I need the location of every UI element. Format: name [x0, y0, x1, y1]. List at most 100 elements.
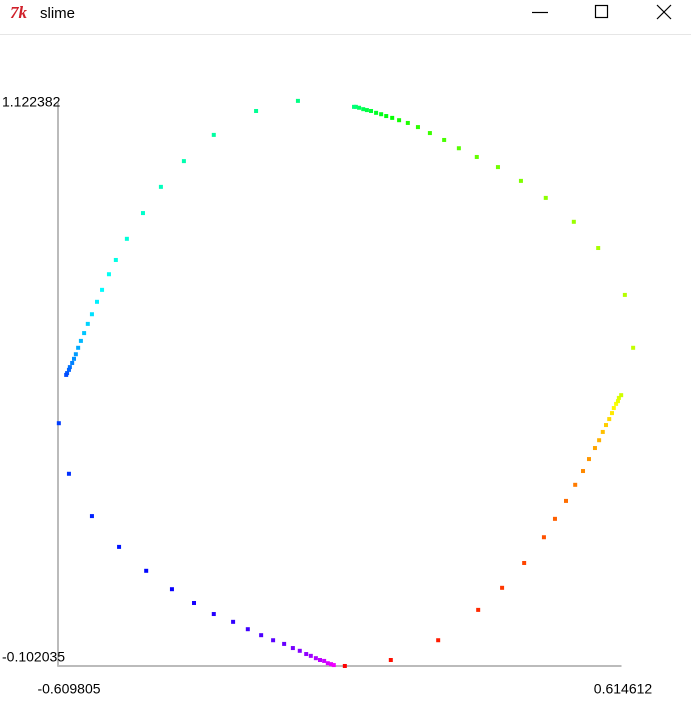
point: [169, 587, 174, 592]
point: [117, 544, 122, 549]
point: [622, 292, 627, 297]
point: [352, 104, 357, 109]
point: [397, 118, 402, 123]
point: [66, 471, 71, 476]
point: [100, 287, 105, 292]
point: [543, 195, 548, 200]
point: [297, 648, 302, 653]
point: [614, 401, 619, 406]
point: [597, 438, 602, 443]
point: [322, 658, 327, 663]
point: [124, 236, 129, 241]
close-button[interactable]: [656, 4, 672, 20]
point: [329, 662, 334, 667]
point: [76, 345, 81, 350]
point: [364, 108, 369, 113]
point: [94, 299, 99, 304]
point: [604, 423, 609, 428]
point: [211, 132, 216, 137]
point: [313, 656, 318, 661]
point: [405, 120, 410, 125]
point: [106, 272, 111, 277]
point: [571, 219, 576, 224]
point: [357, 105, 362, 110]
point: [325, 661, 330, 666]
title-bar: [0, 0, 691, 34]
point: [82, 331, 87, 336]
point: [552, 516, 557, 521]
point: [631, 345, 636, 350]
app-icon: 7k: [10, 3, 28, 22]
point: [415, 125, 420, 130]
point: [140, 211, 145, 216]
point: [442, 137, 447, 142]
window-title: slime: [40, 5, 75, 22]
point: [290, 646, 295, 651]
point: [369, 108, 374, 113]
point: [73, 352, 78, 357]
point: [495, 165, 500, 170]
point: [113, 257, 118, 262]
plot: -0.102035 1.122382 -0.609805 0.614612: [2, 94, 652, 697]
point: [581, 469, 586, 474]
point: [342, 663, 347, 668]
point: [271, 638, 276, 643]
point: [388, 658, 393, 663]
point: [436, 638, 441, 643]
point: [67, 365, 72, 370]
point: [331, 663, 336, 668]
point: [522, 560, 527, 565]
point: [89, 312, 94, 317]
point: [619, 393, 624, 398]
point: [72, 356, 77, 361]
point: [304, 652, 309, 657]
point: [66, 367, 71, 372]
point: [379, 112, 384, 117]
point: [592, 446, 597, 451]
point: [181, 159, 186, 164]
point: [64, 372, 69, 377]
y-tick-label: 1.122382: [2, 94, 61, 110]
point: [231, 619, 236, 624]
point: [245, 627, 250, 632]
point: [427, 131, 432, 136]
point: [541, 535, 546, 540]
point: [384, 114, 389, 119]
point: [85, 321, 90, 326]
point: [586, 457, 591, 462]
point: [616, 395, 621, 400]
point: [259, 633, 264, 638]
point: [476, 607, 481, 612]
point: [611, 406, 616, 411]
point: [56, 421, 61, 426]
point: [390, 115, 395, 120]
x-tick-label: -0.609805: [37, 681, 100, 697]
x-tick-label: 0.614612: [594, 681, 653, 697]
point: [70, 360, 75, 365]
point: [518, 178, 523, 183]
point: [254, 108, 259, 113]
point: [500, 585, 505, 590]
point: [192, 600, 197, 605]
point: [282, 641, 287, 646]
point: [158, 184, 163, 189]
point: [600, 429, 605, 434]
point: [596, 246, 601, 251]
maximize-button[interactable]: [594, 4, 609, 19]
point: [89, 514, 94, 519]
point: [564, 498, 569, 503]
point: [78, 338, 83, 343]
point: [615, 399, 620, 404]
point: [308, 653, 313, 658]
point: [211, 612, 216, 617]
point: [144, 568, 149, 573]
y-tick-label: -0.102035: [2, 649, 65, 665]
point: [609, 411, 614, 416]
point: [318, 658, 323, 663]
point: [474, 154, 479, 159]
point: [607, 417, 612, 422]
point: [456, 146, 461, 151]
point: [295, 98, 300, 103]
